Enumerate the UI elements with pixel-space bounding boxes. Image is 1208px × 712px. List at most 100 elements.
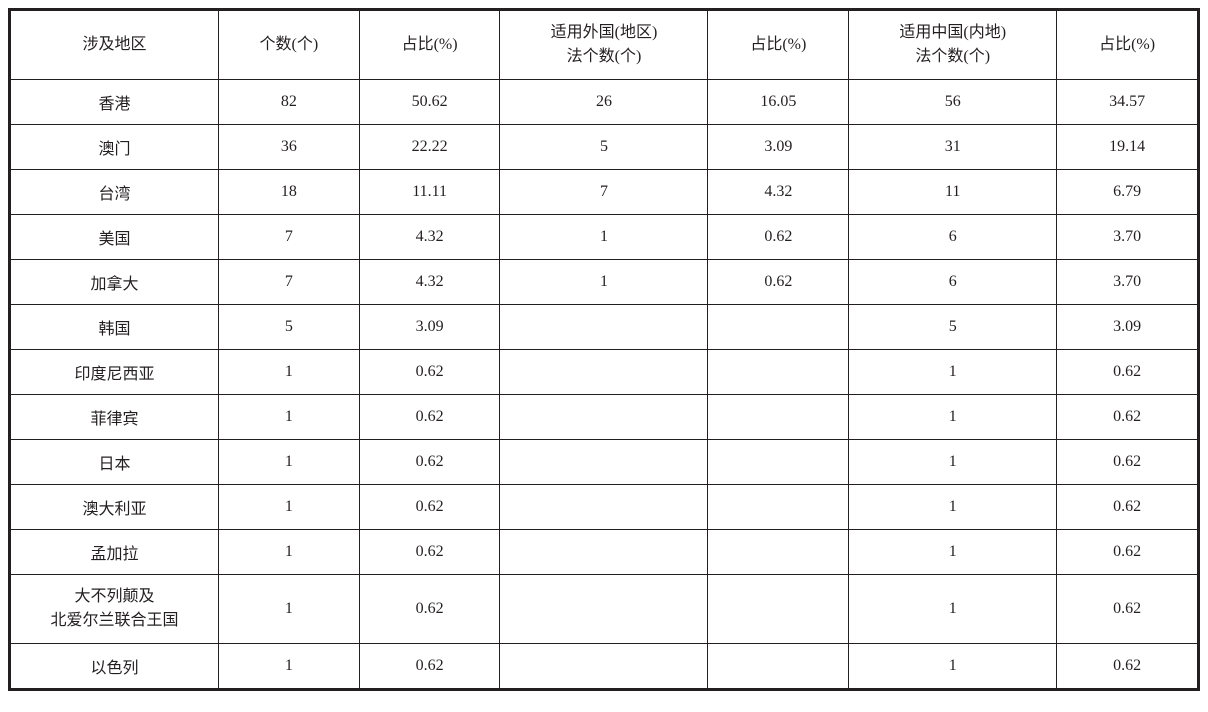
cell-pct: 50.62: [359, 80, 500, 125]
cell-region: 孟加拉: [11, 530, 219, 575]
cell-c_count: 11: [849, 170, 1057, 215]
cell-region: 台湾: [11, 170, 219, 215]
cell-f_pct: 3.09: [708, 125, 849, 170]
cell-c_pct: 19.14: [1057, 125, 1198, 170]
table-row: 孟加拉10.6210.62: [11, 530, 1198, 575]
cell-c_pct: 3.09: [1057, 305, 1198, 350]
cell-region: 日本: [11, 440, 219, 485]
table-row: 香港8250.622616.055634.57: [11, 80, 1198, 125]
cell-count: 18: [219, 170, 360, 215]
col-header-pct: 占比(%): [359, 11, 500, 80]
cell-f_pct: 16.05: [708, 80, 849, 125]
cell-c_count: 1: [849, 530, 1057, 575]
cell-pct: 0.62: [359, 440, 500, 485]
col-header-count: 个数(个): [219, 11, 360, 80]
cell-pct: 3.09: [359, 305, 500, 350]
cell-region: 美国: [11, 215, 219, 260]
cell-f_pct: [708, 485, 849, 530]
table-row: 加拿大74.3210.6263.70: [11, 260, 1198, 305]
table-row: 日本10.6210.62: [11, 440, 1198, 485]
cell-c_count: 1: [849, 644, 1057, 689]
table-row: 澳大利亚10.6210.62: [11, 485, 1198, 530]
col-header-foreign-count: 适用外国(地区)法个数(个): [500, 11, 708, 80]
cell-pct: 4.32: [359, 260, 500, 305]
table-row: 澳门3622.2253.093119.14: [11, 125, 1198, 170]
cell-c_pct: 0.62: [1057, 440, 1198, 485]
cell-pct: 0.62: [359, 395, 500, 440]
cell-pct: 22.22: [359, 125, 500, 170]
cell-c_pct: 0.62: [1057, 395, 1198, 440]
cell-c_count: 1: [849, 485, 1057, 530]
cell-f_pct: 4.32: [708, 170, 849, 215]
cell-c_count: 6: [849, 260, 1057, 305]
cell-pct: 11.11: [359, 170, 500, 215]
cell-region: 澳大利亚: [11, 485, 219, 530]
cell-count: 1: [219, 440, 360, 485]
cell-f_count: 1: [500, 215, 708, 260]
cell-c_pct: 0.62: [1057, 350, 1198, 395]
cell-f_pct: [708, 575, 849, 644]
cell-f_count: [500, 350, 708, 395]
region-law-table-container: 涉及地区 个数(个) 占比(%) 适用外国(地区)法个数(个) 占比(%) 适用…: [8, 8, 1200, 691]
cell-region: 韩国: [11, 305, 219, 350]
cell-f_count: 26: [500, 80, 708, 125]
cell-c_pct: 34.57: [1057, 80, 1198, 125]
col-header-foreign-pct: 占比(%): [708, 11, 849, 80]
cell-region: 大不列颠及北爱尔兰联合王国: [11, 575, 219, 644]
table-row: 韩国53.0953.09: [11, 305, 1198, 350]
table-row: 菲律宾10.6210.62: [11, 395, 1198, 440]
cell-c_count: 1: [849, 395, 1057, 440]
cell-f_count: [500, 485, 708, 530]
cell-region: 以色列: [11, 644, 219, 689]
table-body: 香港8250.622616.055634.57澳门3622.2253.09311…: [11, 80, 1198, 689]
table-header-row: 涉及地区 个数(个) 占比(%) 适用外国(地区)法个数(个) 占比(%) 适用…: [11, 11, 1198, 80]
cell-region: 加拿大: [11, 260, 219, 305]
cell-f_pct: [708, 395, 849, 440]
cell-c_count: 31: [849, 125, 1057, 170]
cell-count: 1: [219, 530, 360, 575]
cell-f_count: [500, 644, 708, 689]
cell-c_count: 1: [849, 575, 1057, 644]
cell-f_pct: 0.62: [708, 260, 849, 305]
cell-f_count: [500, 575, 708, 644]
cell-f_pct: 0.62: [708, 215, 849, 260]
cell-count: 1: [219, 350, 360, 395]
cell-f_count: [500, 440, 708, 485]
col-header-region: 涉及地区: [11, 11, 219, 80]
cell-region: 香港: [11, 80, 219, 125]
cell-f_pct: [708, 440, 849, 485]
col-header-china-count: 适用中国(内地)法个数(个): [849, 11, 1057, 80]
cell-pct: 0.62: [359, 575, 500, 644]
cell-f_count: [500, 530, 708, 575]
cell-count: 7: [219, 215, 360, 260]
cell-c_pct: 0.62: [1057, 644, 1198, 689]
cell-f_count: [500, 395, 708, 440]
cell-c_count: 56: [849, 80, 1057, 125]
cell-c_pct: 3.70: [1057, 215, 1198, 260]
cell-f_pct: [708, 644, 849, 689]
cell-region: 澳门: [11, 125, 219, 170]
cell-region: 印度尼西亚: [11, 350, 219, 395]
cell-pct: 0.62: [359, 485, 500, 530]
cell-f_count: [500, 305, 708, 350]
cell-f_count: 5: [500, 125, 708, 170]
cell-pct: 4.32: [359, 215, 500, 260]
cell-c_pct: 3.70: [1057, 260, 1198, 305]
cell-c_pct: 0.62: [1057, 530, 1198, 575]
cell-pct: 0.62: [359, 350, 500, 395]
cell-c_count: 6: [849, 215, 1057, 260]
col-header-china-pct: 占比(%): [1057, 11, 1198, 80]
cell-f_pct: [708, 350, 849, 395]
cell-pct: 0.62: [359, 644, 500, 689]
cell-c_count: 5: [849, 305, 1057, 350]
table-row: 台湾1811.1174.32116.79: [11, 170, 1198, 215]
cell-count: 1: [219, 485, 360, 530]
table-row: 大不列颠及北爱尔兰联合王国10.6210.62: [11, 575, 1198, 644]
cell-c_count: 1: [849, 440, 1057, 485]
cell-region: 菲律宾: [11, 395, 219, 440]
cell-count: 36: [219, 125, 360, 170]
cell-f_count: 7: [500, 170, 708, 215]
cell-f_count: 1: [500, 260, 708, 305]
cell-count: 1: [219, 575, 360, 644]
table-row: 印度尼西亚10.6210.62: [11, 350, 1198, 395]
